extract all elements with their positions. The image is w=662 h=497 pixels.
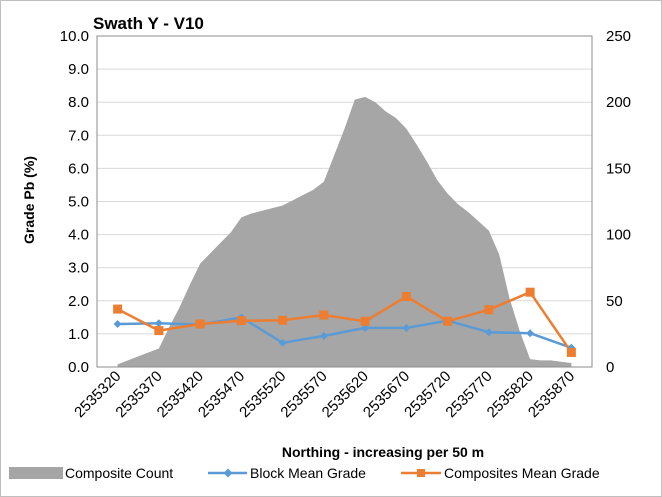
marker-composites-mean-grade-5 — [319, 310, 329, 320]
plot-area-border — [96, 35, 593, 368]
y-tick-label-3: 3.0 — [68, 260, 89, 277]
legend: Composite Count Block Mean Grade Composi… — [9, 465, 600, 481]
marker-composites-mean-grade-9 — [484, 305, 494, 315]
legend-label-composite-count: Composite Count — [65, 465, 173, 481]
legend-marker-composites-mean-grade — [417, 469, 425, 477]
area-series-layer — [117, 96, 572, 368]
marker-composites-mean-grade-6 — [360, 316, 370, 326]
area-composite-count — [117, 96, 572, 368]
y-tick-label-2: 2.0 — [68, 293, 89, 310]
marker-composites-mean-grade-3 — [236, 316, 246, 326]
marker-composites-mean-grade-4 — [278, 315, 288, 325]
legend-swatch-composite-count — [9, 467, 63, 479]
y2-tick-label-0: 0 — [606, 359, 614, 376]
marker-composites-mean-grade-11 — [566, 347, 576, 357]
legend-label-composites-mean-grade: Composites Mean Grade — [444, 465, 600, 481]
y-tick-label-10: 10.0 — [60, 28, 89, 45]
y-tick-label-5: 5.0 — [68, 194, 89, 211]
marker-block-mean-grade-10 — [526, 329, 535, 338]
y2-tick-label-3: 150 — [606, 160, 631, 177]
y-tick-label-9: 9.0 — [68, 61, 89, 78]
marker-block-mean-grade-5 — [319, 331, 328, 340]
y2-tick-label-4: 200 — [606, 94, 631, 111]
marker-block-mean-grade-1 — [154, 319, 163, 328]
marker-composites-mean-grade-1 — [154, 326, 164, 336]
y-axis-tick-labels: 0.0 1.0 2.0 3.0 4.0 5.0 6.0 7.0 8.0 9.0 10.0 — [60, 28, 89, 376]
y2-tick-label-1: 50 — [606, 293, 623, 310]
y-tick-label-1: 1.0 — [68, 326, 89, 343]
marker-block-mean-grade-6 — [361, 323, 370, 332]
y-axis-title: Grade Pb (%) — [21, 156, 37, 244]
x-axis-title: Northing - increasing per 50 m — [282, 444, 484, 460]
y-tick-label-6: 6.0 — [68, 160, 89, 177]
y-tick-label-0: 0.0 — [68, 359, 89, 376]
markers-layer — [113, 287, 576, 357]
marker-block-mean-grade-9 — [484, 328, 493, 337]
legend-marker-block-mean-grade — [223, 468, 233, 478]
y2-tick-label-2: 100 — [606, 227, 631, 244]
plot-area-rect — [96, 35, 593, 368]
marker-composites-mean-grade-0 — [113, 304, 123, 314]
line-series-layer — [117, 290, 573, 354]
x-axis-tick-labels: 2535320253537025354202535470253552025355… — [71, 368, 578, 421]
marker-composites-mean-grade-7 — [401, 291, 411, 301]
y-tick-label-8: 8.0 — [68, 94, 89, 111]
y2-tick-label-5: 250 — [606, 28, 631, 45]
marker-block-mean-grade-7 — [402, 323, 411, 332]
legend-label-block-mean-grade: Block Mean Grade — [250, 465, 366, 481]
y2-axis-tick-labels: 0 50 100 150 200 250 — [606, 28, 631, 376]
marker-block-mean-grade-0 — [113, 319, 122, 328]
marker-composites-mean-grade-10 — [525, 287, 535, 297]
y-tick-label-7: 7.0 — [68, 127, 89, 144]
marker-block-mean-grade-4 — [278, 338, 287, 347]
series-line-composites-mean-grade — [117, 290, 573, 354]
marker-composites-mean-grade-8 — [443, 316, 453, 326]
chart-title: Swath Y - V10 — [93, 14, 204, 33]
y-tick-label-4: 4.0 — [68, 227, 89, 244]
marker-composites-mean-grade-2 — [195, 319, 205, 329]
